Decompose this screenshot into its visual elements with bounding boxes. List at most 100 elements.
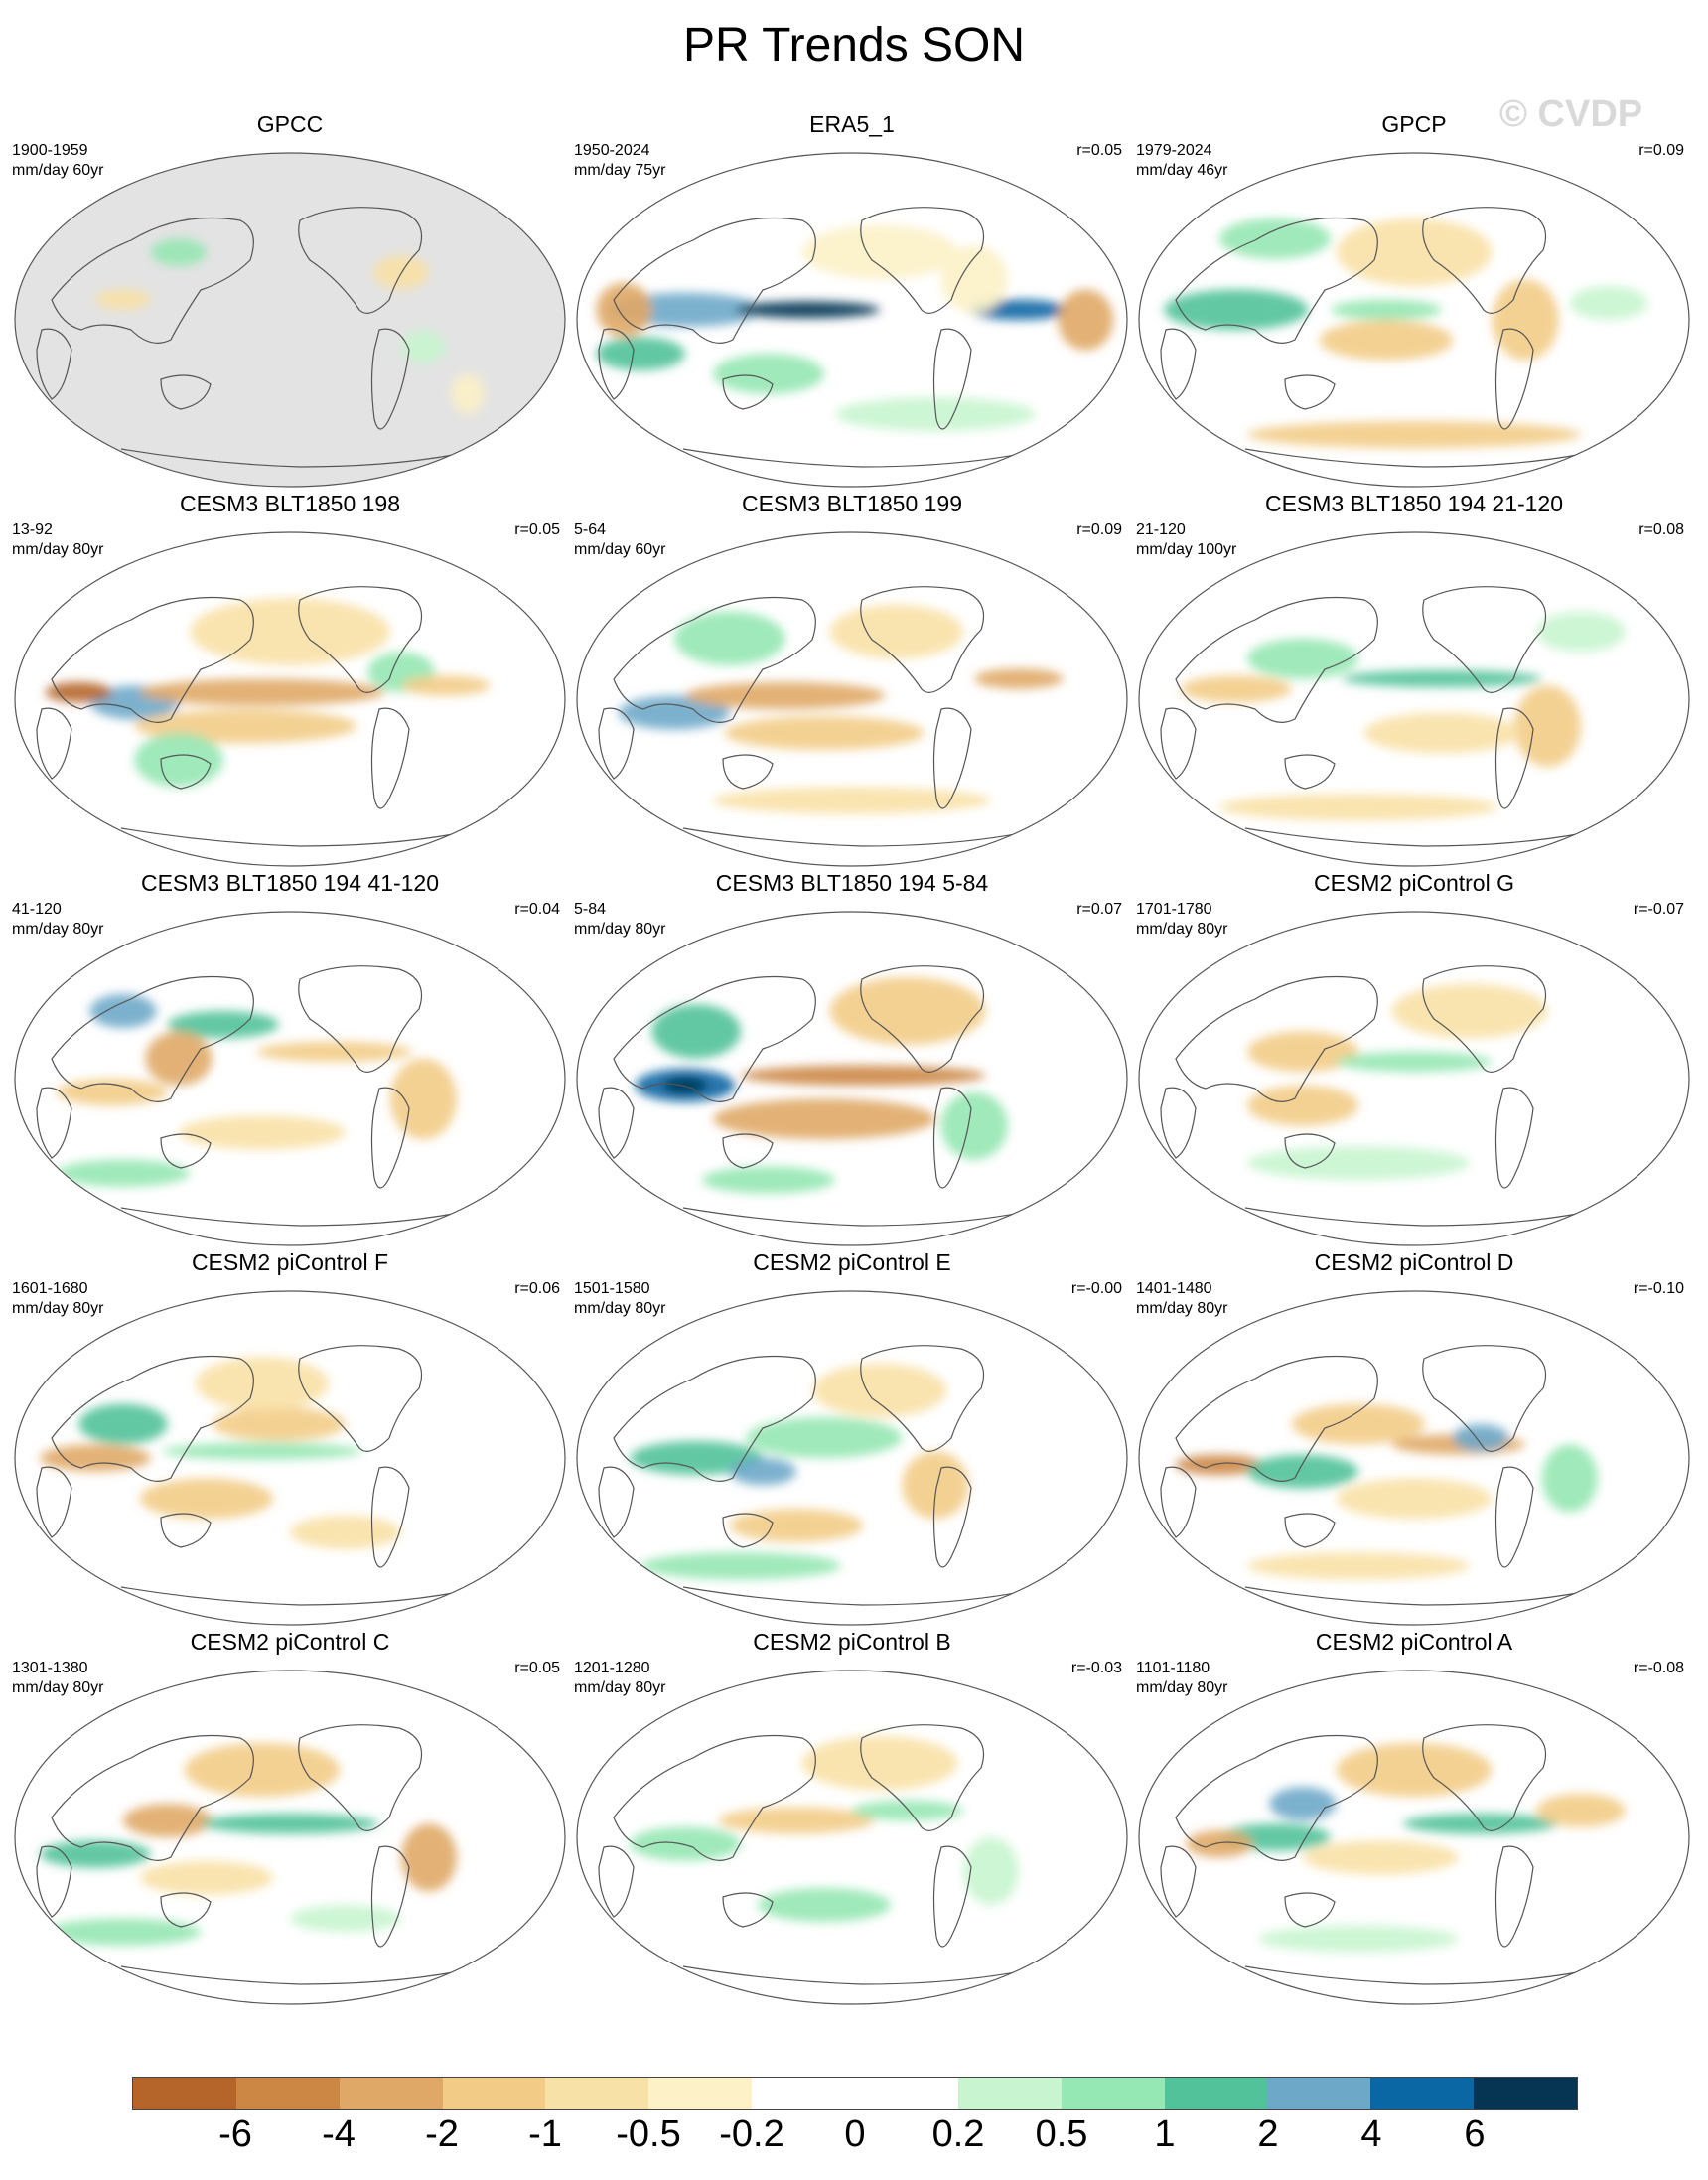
panel-units: mm/day 80yr [12,1679,104,1696]
trend-field-blob [40,1444,151,1472]
colorbar-tick-labels: -6 -4 -2 -1 -0.5 -0.2 0 0.2 0.5 1 2 4 6 [0,2113,1708,2163]
trend-field-blob [56,1079,168,1106]
trend-field-blob [640,1552,841,1580]
trend-field-blob [1513,685,1581,767]
trend-field-blob [212,1407,346,1441]
trend-field-blob [1536,611,1626,653]
trend-field-blob [673,611,785,665]
trend-field-blob [139,1860,274,1895]
colorbar-tick-label: 2 [1257,2113,1279,2155]
trend-field-blob [1319,320,1454,361]
trend-field-blob [829,977,986,1045]
world-map [574,1669,1130,2006]
map-outline [576,1670,1128,2005]
panel-units: mm/day 60yr [12,162,104,179]
panel-period: 1401-1480 [1136,1280,1212,1297]
colorbar-tick-label: 0.5 [1035,2113,1088,2155]
trend-field-blob [1247,1085,1358,1126]
trend-field-blob [89,994,157,1028]
panel-title: CESM2 piControl F [191,1249,389,1275]
colorbar-segment [1474,2078,1578,2109]
world-map [574,1289,1130,1627]
panel-title: ERA5_1 [809,111,895,137]
colorbar-tick-label: 0 [844,2113,866,2155]
trend-field-blob [1219,794,1497,821]
world-map [1136,151,1692,489]
world-map [1136,530,1692,868]
map-outline [1138,911,1690,1246]
map-panel: CESM2 piControl C 1301-1380 mm/day 80yr r=0… [12,1629,568,2006]
trend-field-blob [630,1441,764,1475]
trend-field-blob [78,1403,168,1445]
map-outline [14,531,566,867]
trend-field-blob [56,1159,191,1187]
trend-field-blob [801,224,958,280]
colorbar-tick-label: -0.2 [719,2113,784,2155]
coastlines [598,586,1022,847]
map-panel: CESM2 piControl F 1601-1680 mm/day 80yr r=0… [12,1249,568,1627]
colorbar-tick-label: -0.5 [616,2113,681,2155]
map-outline [576,152,1128,488]
panel-period: 1701-1780 [1136,901,1212,918]
panel-title: CESM2 piControl E [753,1249,951,1275]
trend-field-blob [1247,1552,1470,1580]
trend-field-blob [812,1363,947,1418]
trend-field-blob [701,1166,836,1194]
panel-units: mm/day 80yr [574,1679,666,1696]
trend-field-blob [256,1041,413,1062]
world-map [12,1289,568,1627]
world-map [1136,910,1692,1247]
map-background [15,1671,565,2004]
trend-field-blob [1342,670,1542,688]
panel-title: CESM2 piControl A [1315,1629,1513,1655]
panel-title: CESM3 BLT1850 194 5-84 [715,870,989,896]
panel-correlation: r=0.05 [514,1660,560,1676]
panel-units: mm/day 80yr [12,541,104,558]
panel-title: CESM2 piControl G [1314,870,1514,896]
panel-period: 41-120 [12,901,62,918]
map-outline [576,911,1128,1246]
map-panel: GPCP 1979-2024 mm/day 46yr r=0.09 [1136,111,1692,489]
trend-field-blob [729,1458,796,1486]
trend-field-blob [940,245,1008,314]
trend-field-blob [139,678,385,706]
colorbar-tick-label: -6 [218,2113,252,2155]
trend-field-blob [685,682,886,710]
panel-title: CESM3 BLT1850 198 [179,491,401,516]
trend-field-blob [829,604,963,659]
trend-field-blob [1303,1840,1459,1875]
world-map [12,151,568,489]
panel-units: mm/day 75yr [574,162,666,179]
panel-correlation: r=0.05 [1076,142,1122,159]
colorbar-segment [648,2078,753,2109]
map-panel: CESM3 BLT1850 194 21-120 21-120 mm/day 100… [1136,491,1692,868]
panel-units: mm/day 80yr [1136,1679,1228,1696]
colorbar-tick-label: 0.2 [931,2113,985,2155]
trend-field-blob [651,1004,741,1059]
coastlines [1160,1345,1584,1606]
trend-field-blob [618,695,730,730]
trend-field-blob [139,1478,274,1520]
coastlines [598,207,1022,468]
trend-field-blob [1453,1424,1509,1452]
map-panel: CESM3 BLT1850 194 5-84 5-84 mm/day 80yr r=0… [574,870,1130,1247]
trend-field-blob [746,1417,903,1458]
panel-units: mm/day 80yr [574,921,666,938]
trend-field-blob [134,733,223,788]
panel-period: 1950-2024 [574,142,650,159]
panel-correlation: r=0.09 [1076,521,1122,538]
map-panel: CESM2 piControl E 1501-1580 mm/day 80yr r=-… [574,1249,1130,1627]
panel-title: CESM2 piControl D [1314,1249,1514,1275]
colorbar-tick-label: 4 [1360,2113,1382,2155]
map-panel: CESM3 BLT1850 198 13-92 mm/day 80yr r=0.05 [12,491,568,868]
trend-field-blob [195,1357,330,1411]
coastlines [36,1345,460,1606]
panel-period: 1979-2024 [1136,142,1212,159]
panel-units: mm/day 80yr [1136,1300,1228,1317]
trend-field-blob [201,1814,379,1834]
trend-field-blob [974,668,1064,689]
colorbar-tick-label: -2 [425,2113,459,2155]
trend-field-blob [1269,1787,1337,1820]
panel-period: 1301-1380 [12,1660,88,1676]
trend-field-blob [389,1058,457,1140]
